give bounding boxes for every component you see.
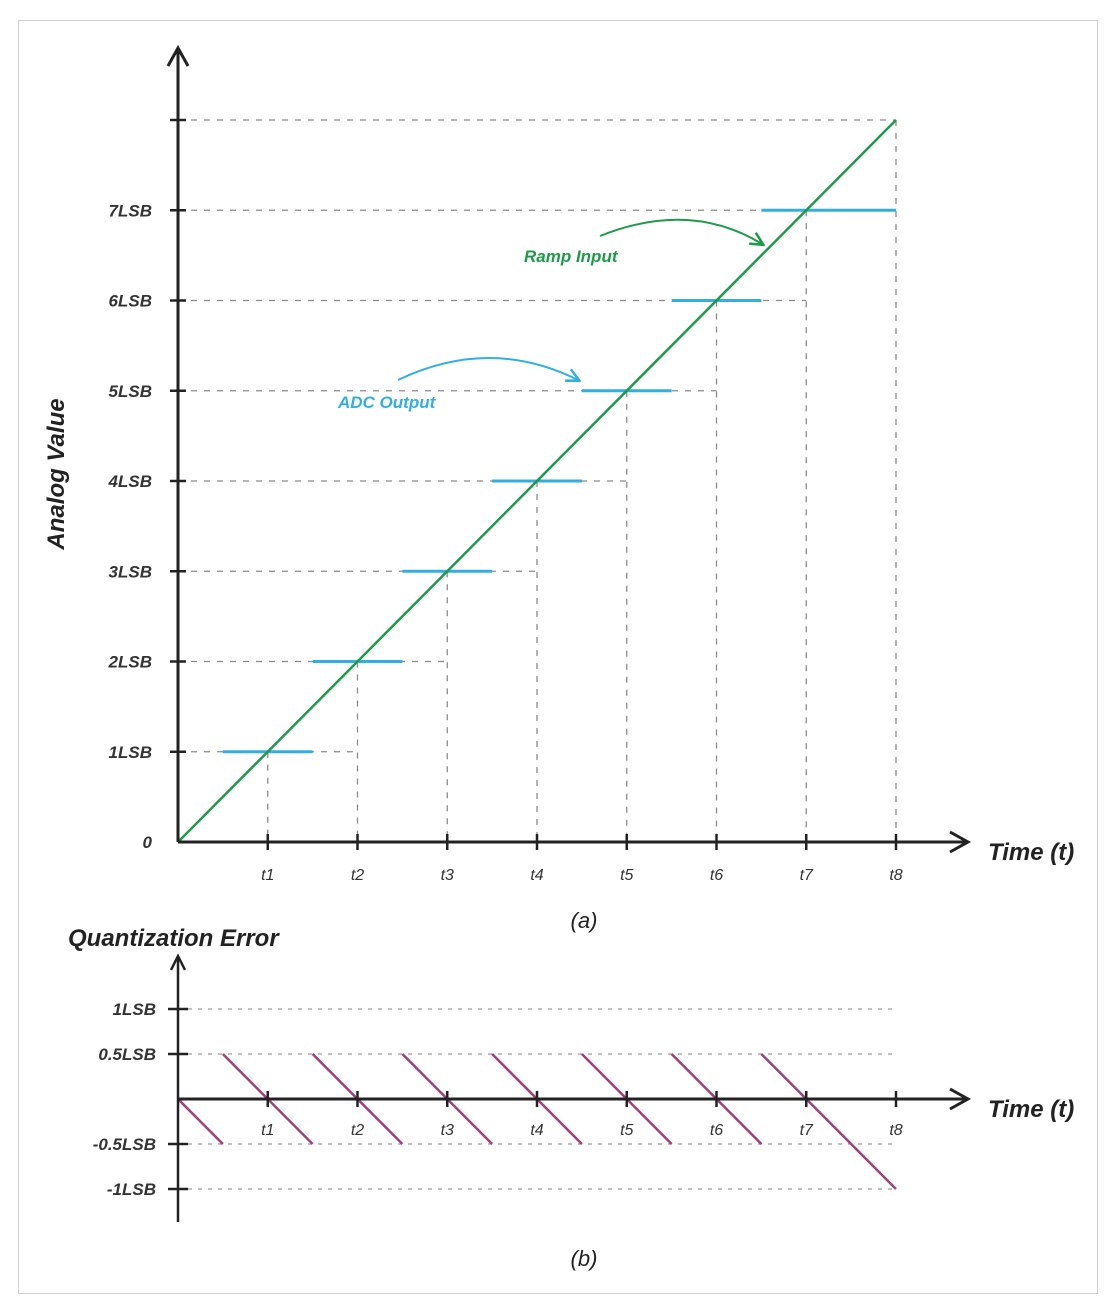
ramp-input-arrow-icon [599,218,762,244]
chart-b-x-tick-label: t7 [800,1122,814,1139]
chart-a-y-tick-label: 3LSB [109,562,152,581]
chart-a-caption: (a) [571,908,598,933]
chart-b-x-tick-label: t5 [620,1122,633,1139]
chart-a-x-tick-label: t1 [261,867,274,884]
chart-b-y-tick-label: -1LSB [107,1180,156,1199]
chart-b-y-axis-arrow-icon [169,953,187,971]
chart-b-x-tick-label: t6 [710,1122,723,1139]
chart-a-ylabel: Analog Value [43,398,70,550]
chart-b-ticks: 1LSB 0.5LSB -0.5LSB -1LSB t1 t2 t3 t4 t5 t6 t7 t8 [93,1000,903,1199]
chart-a-x-tick-label: t8 [889,867,902,884]
chart-a-x-tick-label: t4 [530,867,543,884]
chart-b-x-tick-label: t8 [889,1122,902,1139]
quantization-error-segment [177,1098,224,1145]
chart-b: 1LSB 0.5LSB -0.5LSB -1LSB t1 t2 t3 t4 t5 t6 t7 t8 Q… [68,925,1074,1271]
chart-a-x-tick-label: t3 [441,867,454,884]
ramp-input-line [177,119,897,843]
chart-b-x-tick-label: t1 [261,1122,274,1139]
chart-a-x-tick-label: t7 [800,867,814,884]
quantization-error-segment [760,1053,897,1190]
chart-b-caption: (b) [571,1246,598,1271]
adc-output-arrow-icon [397,357,578,380]
chart-a-y-tick-label: 2LSB [108,653,152,672]
chart-a-x-tick-label: t2 [351,867,364,884]
chart-a-xlabel: Time (t) [988,839,1074,866]
chart-b-y-tick-label: 1LSB [113,1000,156,1019]
chart-a-y-tick-label: 0 [143,833,153,852]
chart-a-y-tick-label: 1LSB [109,743,152,762]
chart-a-x-tick-label: t5 [620,867,633,884]
ramp-input-annotation: Ramp Input [524,247,619,266]
chart-a-y-tick-label: 4LSB [108,472,152,491]
chart-b-x-axis-arrow-icon [949,1087,972,1111]
chart-a-x-axis-arrow-icon [949,830,972,854]
chart-b-xlabel: Time (t) [988,1096,1074,1123]
chart-a-x-tick-label: t6 [710,867,723,884]
chart-b-x-tick-label: t2 [351,1122,364,1139]
chart-b-axes [169,953,972,1222]
adc-output-annotation: ADC Output [337,393,437,412]
chart-b-ylabel: Quantization Error [68,925,280,952]
chart-a: 0 1LSB 2LSB 3LSB 4LSB 5LSB 6LSB 7LSB t1 t2 t3 t4 t5 t… [43,44,1074,933]
chart-b-y-tick-label: -0.5LSB [93,1135,156,1154]
chart-a-y-tick-label: 6LSB [109,292,152,311]
chart-a-ticks: 0 1LSB 2LSB 3LSB 4LSB 5LSB 6LSB 7LSB t1 t2 t3 t4 t5 t… [108,118,903,884]
chart-a-axes [166,44,972,854]
chart-a-y-axis-arrow-icon [166,44,190,67]
chart-b-x-tick-label: t3 [441,1122,454,1139]
chart-a-y-tick-label: 7LSB [109,201,152,220]
chart-b-x-tick-label: t4 [530,1122,543,1139]
chart-b-y-tick-label: 0.5LSB [98,1045,156,1064]
chart-a-y-tick-label: 5LSB [109,382,152,401]
figure-frame [18,20,1098,1294]
